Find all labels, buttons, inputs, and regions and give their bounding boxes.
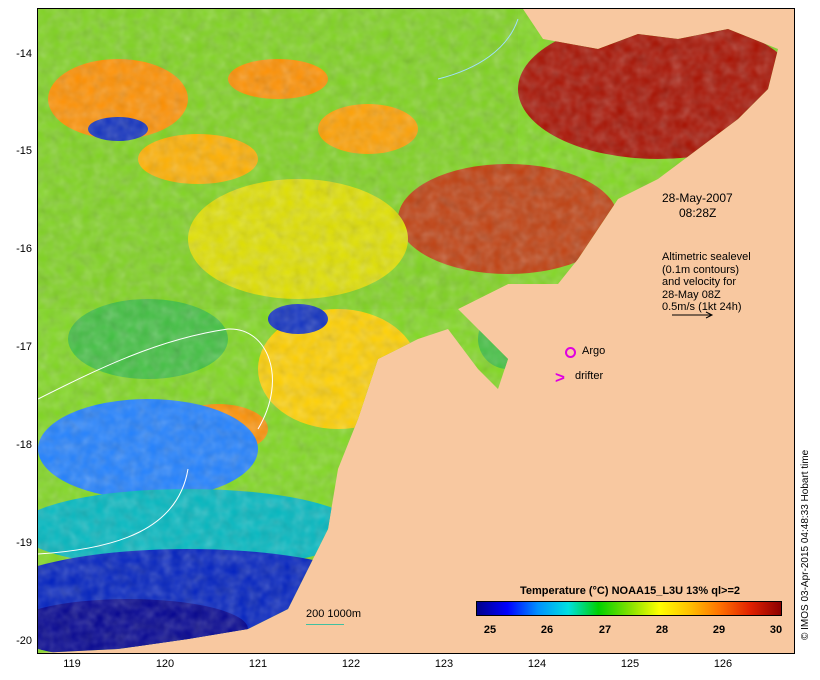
altimetry-note-line: Altimetric sealevel [662,251,751,263]
altimetry-note-line: and velocity for [662,276,736,288]
argo-marker-icon [565,347,576,358]
colorbar-title: Temperature (°C) NOAA15_L3U 13% ql>=2 [520,585,740,597]
date-label: 28-May-2007 [662,191,733,205]
lon-tick: 124 [527,658,547,670]
altimetry-note-line: 28-May 08Z [662,289,721,301]
lon-tick: 126 [713,658,733,670]
lat-tick: -20 [16,635,32,647]
colorbar-tick: 28 [655,624,669,636]
colorbar-tick: 27 [598,624,612,636]
lat-tick: -17 [16,341,32,353]
drifter-marker-icon: > [555,368,565,387]
credit-text: © IMOS 03-Apr-2015 04:48:33 Hobart time [800,449,811,640]
colorbar-tick: 26 [540,624,554,636]
lon-tick: 125 [620,658,640,670]
colorbar-tick: 29 [712,624,726,636]
colorbar [476,601,782,616]
bathymetry-legend: 200 1000m [306,608,362,620]
lon-tick: 119 [63,658,81,670]
altimetry-note-line: (0.1m contours) [662,264,740,276]
sst-map [37,8,795,654]
altimetry-note-line: 0.5m/s (1kt 24h) [662,301,742,313]
drifter-legend-label: drifter [575,370,604,382]
sst-field [38,9,778,653]
colorbar-tick: 25 [483,624,497,636]
lat-tick: -15 [16,145,32,157]
lon-tick: 120 [155,658,175,670]
colorbar-tick: 30 [769,624,783,636]
lat-tick: -16 [16,243,32,255]
lon-tick: 121 [248,658,268,670]
lat-tick: -19 [16,537,32,549]
lon-tick: 123 [434,658,454,670]
lat-tick: -18 [16,439,32,451]
bathymetry-legend-line [306,624,344,625]
time-label: 08:28Z [679,206,717,220]
velocity-scale-arrow-icon [672,311,714,319]
lon-tick: 122 [341,658,361,670]
lat-tick: -14 [16,48,32,60]
argo-legend-label: Argo [582,345,606,357]
